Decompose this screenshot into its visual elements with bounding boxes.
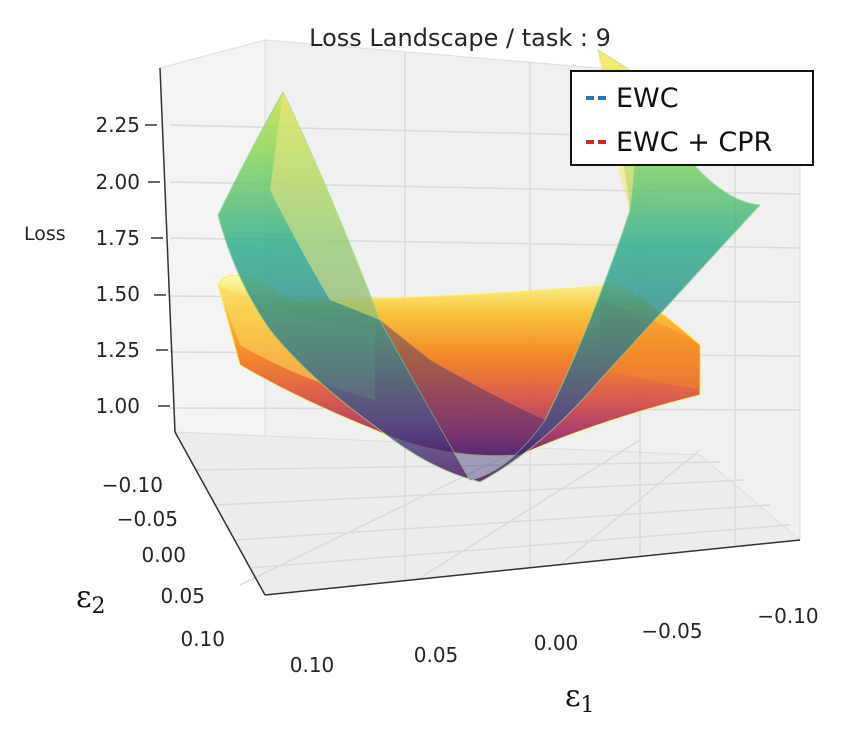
z-tick-label: 1.25 xyxy=(95,338,140,362)
eps1-ticks: 0.10 0.05 0.00 −0.05 −0.10 xyxy=(290,604,819,677)
legend-swatch-ewc xyxy=(586,96,606,100)
legend-label-ewc-cpr: EWC + CPR xyxy=(616,126,773,158)
eps1-tick-label: 0.10 xyxy=(290,653,335,677)
eps1-axis-label: ε1 xyxy=(565,679,595,718)
z-tick-label: 1.75 xyxy=(95,226,140,250)
z-tick-label: 2.25 xyxy=(95,113,140,137)
eps2-tick-label: 0.05 xyxy=(160,584,205,608)
eps2-ticks: −0.10 −0.05 0.00 0.05 0.10 xyxy=(102,473,225,651)
eps2-tick-label: −0.05 xyxy=(117,507,178,531)
z-tick-label: 1.50 xyxy=(95,282,140,306)
axis-lines xyxy=(159,67,801,596)
eps2-axis-label: ε2 xyxy=(76,580,106,619)
z-tick-label: 1.00 xyxy=(95,394,140,418)
eps1-tick-label: −0.05 xyxy=(641,619,702,643)
legend: EWC EWC + CPR xyxy=(570,70,814,166)
legend-item-ewc: EWC xyxy=(586,78,679,118)
eps1-tick-label: −0.10 xyxy=(757,604,818,628)
z-tick-label: 2.00 xyxy=(95,170,140,194)
z-ticks: 1.00 1.25 1.50 1.75 2.00 2.25 xyxy=(95,113,170,418)
eps1-tick-label: 0.05 xyxy=(414,643,459,667)
z-axis-label: Loss xyxy=(24,223,66,245)
eps1-tick-label: 0.00 xyxy=(534,631,579,655)
legend-item-ewc-cpr: EWC + CPR xyxy=(586,122,772,162)
chart-title: Loss Landscape / task : 9 xyxy=(309,24,611,52)
eps2-tick-label: 0.00 xyxy=(141,543,186,567)
eps2-tick-label: −0.10 xyxy=(102,473,163,497)
legend-label-ewc: EWC xyxy=(616,82,679,114)
legend-swatch-ewc-cpr xyxy=(586,140,606,144)
eps2-tick-label: 0.10 xyxy=(180,627,225,651)
